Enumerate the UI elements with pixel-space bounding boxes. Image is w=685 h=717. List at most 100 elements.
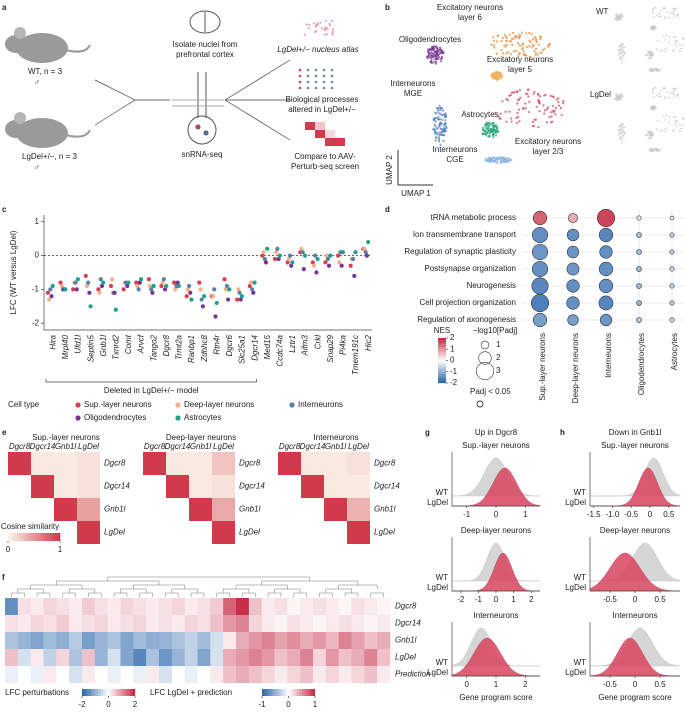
data-point <box>198 287 202 291</box>
dot <box>670 318 674 322</box>
umap-point <box>438 125 440 127</box>
dot-icon <box>331 81 334 84</box>
umap-point-mini <box>680 128 682 130</box>
dendrogram <box>262 581 358 585</box>
umap-point-mini <box>622 135 624 137</box>
heatmap-cell <box>54 498 77 521</box>
umap-point-mini <box>621 141 623 143</box>
dot <box>567 229 579 241</box>
umap-point <box>502 160 504 162</box>
x-tick-label: Aifm3 <box>301 334 310 356</box>
heatmap-cell <box>249 598 262 615</box>
umap-point <box>515 50 517 52</box>
umap-point-mini <box>623 137 625 139</box>
x-tick-label: 1 <box>511 595 516 604</box>
umap-point-mini <box>624 53 626 55</box>
dot <box>532 227 547 242</box>
umap-point-mini <box>619 15 621 17</box>
heatmap-cell <box>31 649 44 666</box>
data-point <box>139 277 143 281</box>
dot-icon <box>315 69 318 72</box>
data-point <box>202 294 206 298</box>
dot <box>637 284 642 289</box>
colorbar <box>52 533 55 541</box>
dot <box>533 211 547 225</box>
umap-point <box>492 136 494 138</box>
row-label: Postsynapse organization <box>424 264 516 273</box>
umap-point-mini <box>665 128 667 130</box>
data-point <box>172 281 176 285</box>
condition-label: LgDel <box>590 90 611 99</box>
umap-point-mini <box>620 18 622 20</box>
umap-point-mini <box>655 148 657 150</box>
cluster-label: CGE <box>446 155 463 164</box>
umap-point-mini <box>652 70 654 72</box>
heatmap-cell <box>189 498 212 521</box>
umap-point-mini <box>677 14 679 16</box>
dendrogram <box>275 589 301 593</box>
legend-label: Oligodendrocytes <box>84 413 146 422</box>
density <box>590 638 680 676</box>
column-label: Deep-layer neurons <box>571 333 580 403</box>
umap-point-mini <box>619 58 621 60</box>
umap-point <box>494 125 496 127</box>
data-point <box>278 253 282 257</box>
dot-icon <box>299 69 302 72</box>
umap-point-mini <box>668 41 670 43</box>
cluster-label: Excitatory neurons <box>437 3 503 12</box>
heatmap-cell <box>275 632 288 649</box>
umap-icon <box>321 27 323 29</box>
row-label: Dgcr8 <box>395 602 417 611</box>
umap-point <box>436 107 438 109</box>
heatmap-cell <box>133 598 146 615</box>
umap-point-mini <box>665 96 667 98</box>
data-point <box>164 284 168 288</box>
heatmap-row-label: LgDel <box>239 528 260 537</box>
umap-point <box>528 45 530 47</box>
umap-point <box>434 58 436 60</box>
row-label: Cell projection organization <box>420 298 517 307</box>
umap-point-mini <box>666 34 668 36</box>
data-point <box>213 314 217 318</box>
heatmap-cell <box>339 615 352 632</box>
umap-icon <box>329 24 331 26</box>
heatmap-cell <box>198 649 211 666</box>
heatmap-cell <box>326 666 339 683</box>
dendrogram <box>294 593 307 597</box>
dendrogram <box>56 581 159 585</box>
colorbar <box>116 689 119 696</box>
umap-point-mini <box>620 98 622 100</box>
heatmap-cell <box>159 649 172 666</box>
colorbar-tick-label: -2 <box>78 700 86 709</box>
umap-point-mini <box>680 48 682 50</box>
umap-point-mini <box>672 50 674 52</box>
umap-point <box>437 116 439 118</box>
umap-point-mini <box>664 131 666 133</box>
umap-point-mini <box>651 28 653 30</box>
heatmap-cell <box>364 632 377 649</box>
colorbar <box>24 533 27 541</box>
umap-point-mini <box>667 91 669 93</box>
x-tick-label: -1 <box>463 510 471 519</box>
colorbar-tick-label: -1 <box>450 367 458 376</box>
umap-point-mini <box>622 123 624 125</box>
y-tick-label: -1 <box>32 285 40 294</box>
umap-point <box>547 46 549 48</box>
data-point <box>341 250 345 254</box>
umap-point-mini <box>670 92 672 94</box>
heatmap-cell <box>212 521 235 544</box>
row-label: Dgcr14 <box>395 619 421 628</box>
umap-point-mini <box>668 17 670 19</box>
umap-point-mini <box>665 88 667 90</box>
heatmap-cell <box>364 666 377 683</box>
data-point <box>316 257 320 261</box>
colorbar <box>21 533 24 541</box>
umap-point-mini <box>621 52 623 54</box>
dot <box>637 216 641 220</box>
umap-point-mini <box>672 92 674 94</box>
heatmap-cell <box>77 521 100 544</box>
umap-point <box>516 112 518 114</box>
heatmap-cell <box>31 632 44 649</box>
dendrogram <box>217 593 230 597</box>
heatmap-cell <box>249 632 262 649</box>
